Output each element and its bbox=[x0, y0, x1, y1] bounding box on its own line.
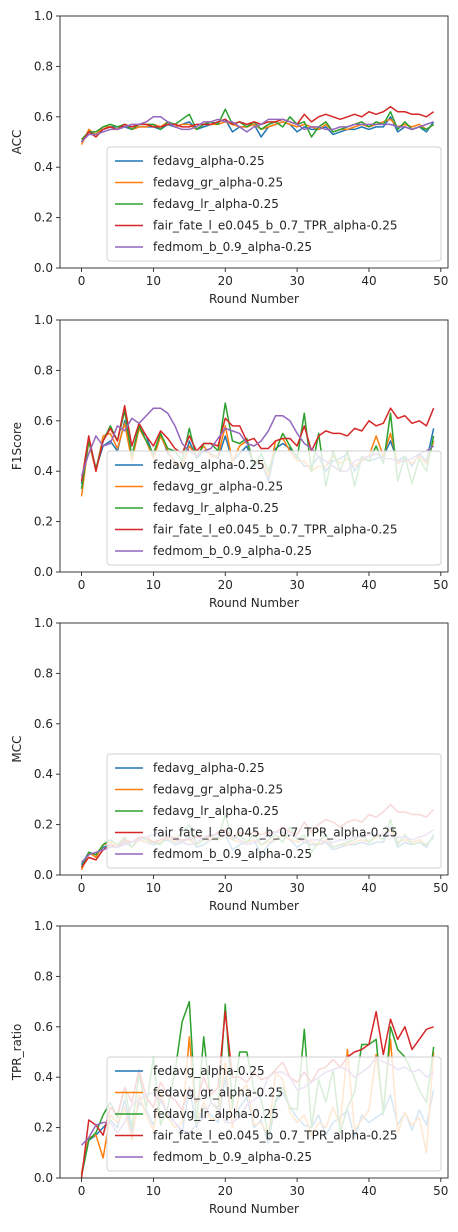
y-tick-label: 0.6 bbox=[34, 717, 53, 731]
y-tick-label: 0.0 bbox=[34, 261, 53, 275]
chart-panel-1: 0 10 20 30 40 50 0.0 0.2 0.4 0.6 0.8 1.0 Round Numbe… bbox=[10, 313, 448, 610]
legend-entry: fedavg_lr_alpha-0.25 bbox=[153, 804, 279, 818]
y-tick-label: 0.0 bbox=[34, 1171, 53, 1185]
chart-panel-0: 0 10 20 30 40 50 0.0 0.2 0.4 0.6 0.8 1.0 Round Numbe… bbox=[10, 9, 448, 306]
legend-box bbox=[106, 450, 442, 566]
y-tick-label: 0.6 bbox=[34, 414, 53, 428]
y-axis-label: F1Score bbox=[10, 422, 24, 470]
y-axis-label: TPR_ratio bbox=[10, 1024, 24, 1082]
legend-entry: fair_fate_l_e0.045_b_0.7_TPR_alpha-0.25 bbox=[153, 826, 398, 840]
chart-panel-3: 0 10 20 30 40 50 0.0 0.2 0.4 0.6 0.8 1.0 Round Numbe… bbox=[10, 919, 448, 1216]
x-tick-label: 30 bbox=[289, 881, 304, 895]
legend: fedavg_alpha-0.25 fedavg_gr_alpha-0.25fed… bbox=[106, 1056, 442, 1172]
legend-entry: fedavg_gr_alpha-0.25 bbox=[153, 480, 283, 494]
y-axis-label: ACC bbox=[10, 130, 24, 155]
x-tick-label: 50 bbox=[433, 274, 448, 288]
x-tick-label: 30 bbox=[289, 578, 304, 592]
legend-entry: fedavg_gr_alpha-0.25 bbox=[153, 1086, 283, 1100]
legend-entry: fedmom_b_0.9_alpha-0.25 bbox=[153, 544, 312, 558]
legend-entry: fair_fate_l_e0.045_b_0.7_TPR_alpha-0.25 bbox=[153, 523, 398, 537]
x-tick-label: 0 bbox=[78, 578, 86, 592]
x-tick-label: 10 bbox=[146, 578, 161, 592]
legend: fedavg_alpha-0.25 fedavg_gr_alpha-0.25fed… bbox=[106, 753, 442, 869]
x-tick-label: 50 bbox=[433, 881, 448, 895]
legend-entry: fedavg_gr_alpha-0.25 bbox=[153, 783, 283, 797]
legend-box bbox=[106, 146, 442, 262]
legend-entry: fedavg_alpha-0.25 bbox=[153, 761, 265, 775]
y-tick-label: 0.4 bbox=[34, 767, 53, 781]
x-tick-label: 30 bbox=[289, 274, 304, 288]
x-axis-label: Round Number bbox=[209, 899, 299, 913]
legend: fedavg_alpha-0.25 fedavg_gr_alpha-0.25fed… bbox=[106, 450, 442, 566]
x-tick-label: 30 bbox=[289, 1184, 304, 1198]
y-tick-label: 0.6 bbox=[34, 110, 53, 124]
x-tick-label: 10 bbox=[146, 1184, 161, 1198]
series-line-4 bbox=[81, 116, 434, 143]
x-tick-label: 0 bbox=[78, 1184, 86, 1198]
y-tick-label: 0.8 bbox=[34, 666, 53, 680]
plot-frame bbox=[59, 319, 449, 573]
y-axis-label: MCC bbox=[10, 735, 24, 762]
y-tick-label: 0.2 bbox=[34, 818, 53, 832]
legend-entry: fedavg_lr_alpha-0.25 bbox=[153, 501, 279, 515]
y-tick-label: 0.4 bbox=[34, 160, 53, 174]
legend-entry: fedmom_b_0.9_alpha-0.25 bbox=[153, 847, 312, 861]
x-tick-label: 20 bbox=[218, 578, 233, 592]
legend-entry: fedavg_lr_alpha-0.25 bbox=[153, 197, 279, 211]
y-tick-label: 0.8 bbox=[34, 363, 53, 377]
x-axis-label: Round Number bbox=[209, 596, 299, 610]
x-tick-label: 20 bbox=[218, 274, 233, 288]
legend-entry: fedavg_alpha-0.25 bbox=[153, 1064, 265, 1078]
x-tick-label: 0 bbox=[78, 274, 86, 288]
legend-entry: fedavg_lr_alpha-0.25 bbox=[153, 1107, 279, 1121]
x-tick-label: 40 bbox=[361, 274, 376, 288]
plot-frame bbox=[59, 15, 449, 269]
legend: fedavg_alpha-0.25 fedavg_gr_alpha-0.25fed… bbox=[106, 146, 442, 262]
legend-entry: fedavg_alpha-0.25 bbox=[153, 154, 265, 168]
legend-entry: fedmom_b_0.9_alpha-0.25 bbox=[153, 240, 312, 254]
legend-box bbox=[106, 1056, 442, 1172]
y-tick-label: 1.0 bbox=[34, 313, 53, 327]
legend-entry: fair_fate_l_e0.045_b_0.7_TPR_alpha-0.25 bbox=[153, 219, 398, 233]
y-tick-label: 1.0 bbox=[34, 616, 53, 630]
y-tick-label: 0.0 bbox=[34, 565, 53, 579]
x-axis-label: Round Number bbox=[209, 1202, 299, 1216]
x-tick-label: 0 bbox=[78, 881, 86, 895]
y-tick-label: 0.8 bbox=[34, 59, 53, 73]
plot-frame bbox=[59, 622, 449, 876]
x-tick-label: 40 bbox=[361, 1184, 376, 1198]
x-tick-label: 40 bbox=[361, 881, 376, 895]
x-tick-label: 20 bbox=[218, 1184, 233, 1198]
y-tick-label: 0.8 bbox=[34, 969, 53, 983]
x-tick-label: 20 bbox=[218, 881, 233, 895]
y-tick-label: 0.0 bbox=[34, 868, 53, 882]
legend-entry: fair_fate_l_e0.045_b_0.7_TPR_alpha-0.25 bbox=[153, 1129, 398, 1143]
legend-box bbox=[106, 753, 442, 869]
x-tick-label: 10 bbox=[146, 274, 161, 288]
y-tick-label: 0.2 bbox=[34, 515, 53, 529]
legend-entry: fedmom_b_0.9_alpha-0.25 bbox=[153, 1150, 312, 1164]
chart-panel-2: 0 10 20 30 40 50 0.0 0.2 0.4 0.6 0.8 1.0 Round Numbe… bbox=[10, 616, 448, 913]
x-tick-label: 10 bbox=[146, 881, 161, 895]
y-tick-label: 0.2 bbox=[34, 211, 53, 225]
y-tick-label: 0.2 bbox=[34, 1121, 53, 1135]
y-tick-label: 0.6 bbox=[34, 1020, 53, 1034]
legend-entry: fedavg_gr_alpha-0.25 bbox=[153, 176, 283, 190]
x-tick-label: 40 bbox=[361, 578, 376, 592]
x-tick-label: 50 bbox=[433, 578, 448, 592]
y-tick-label: 0.4 bbox=[34, 464, 53, 478]
y-tick-label: 1.0 bbox=[34, 9, 53, 23]
plot-frame bbox=[59, 925, 449, 1179]
x-axis-label: Round Number bbox=[209, 292, 299, 306]
x-tick-label: 50 bbox=[433, 1184, 448, 1198]
y-tick-label: 1.0 bbox=[34, 919, 53, 933]
series-line-0 bbox=[80, 116, 435, 143]
legend-entry: fedavg_alpha-0.25 bbox=[153, 458, 265, 472]
y-tick-label: 0.4 bbox=[34, 1070, 53, 1084]
